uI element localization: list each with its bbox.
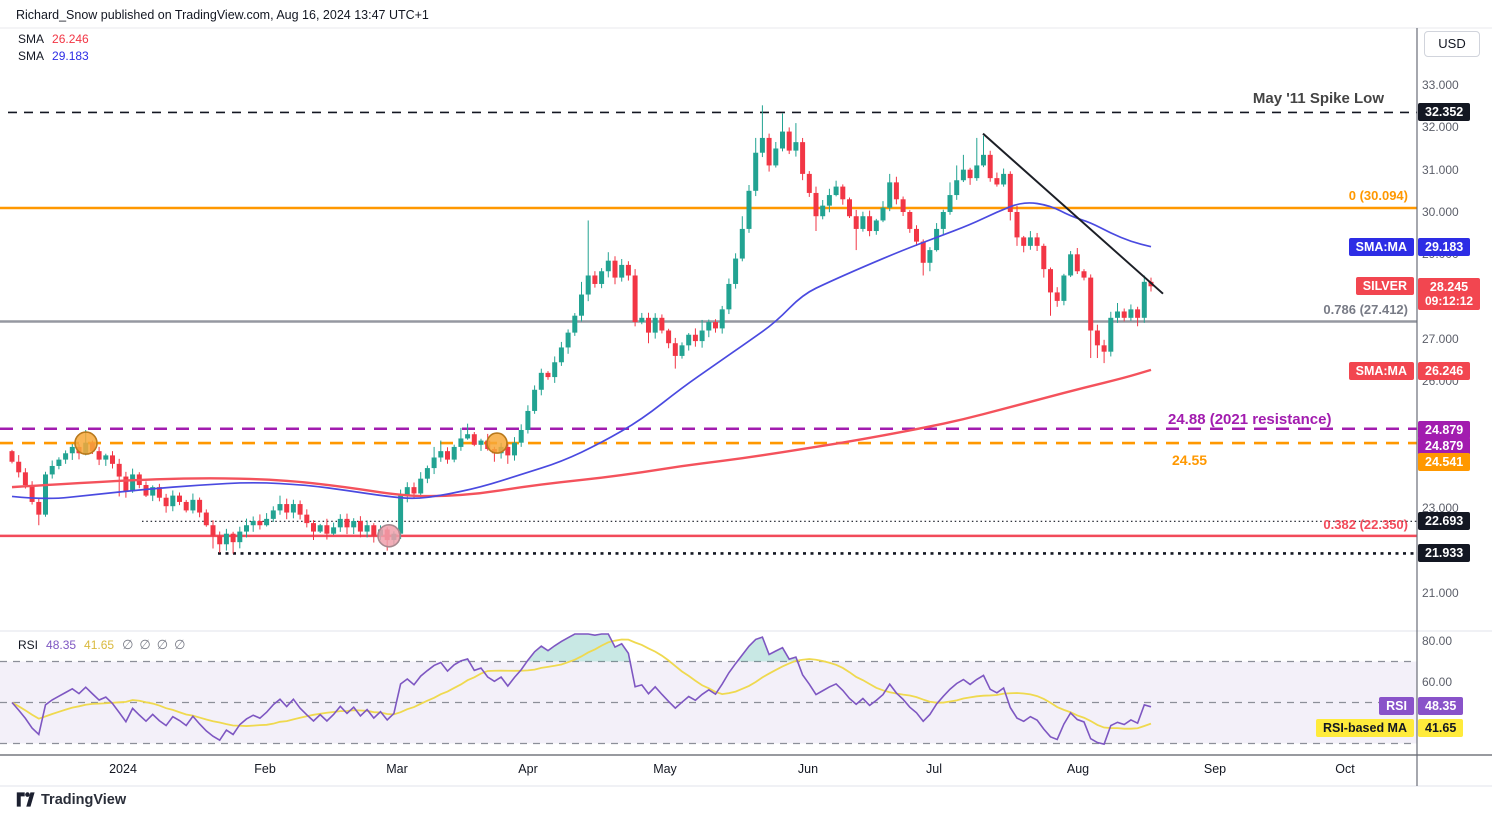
sma-legend[interactable]: SMA 26.246 SMA 29.183 [18, 31, 89, 65]
price-tick-label: 32.000 [1422, 120, 1459, 135]
rsi-ma-value: 41.65 [84, 638, 115, 652]
price-tick-label: 21.000 [1422, 585, 1459, 600]
sma-value: 26.246 [52, 32, 89, 46]
rsi-label: RSI [18, 638, 39, 652]
sma-value: 29.183 [52, 49, 89, 63]
time-tick-label: Feb [254, 762, 276, 776]
sma-legend-row[interactable]: SMA 26.246 [18, 31, 89, 48]
tradingview-attribution[interactable]: TradingView [16, 791, 126, 808]
time-scale[interactable] [0, 755, 1492, 786]
price-tick-label: 27.000 [1422, 331, 1459, 346]
time-tick-label: Jul [926, 762, 942, 776]
rsi-legend[interactable]: RSI 48.35 41.65 ∅ ∅ ∅ ∅ [18, 637, 191, 653]
time-tick-label: Sep [1203, 762, 1227, 776]
publish-header: Richard_Snow published on TradingView.co… [16, 8, 429, 22]
price-tick-label: 23.000 [1422, 501, 1459, 516]
empty-slot-icon: ∅ [156, 637, 169, 652]
time-tick-label: Mar [386, 762, 408, 776]
tradingview-wordmark: TradingView [41, 791, 127, 808]
empty-slot-icon: ∅ [139, 637, 151, 652]
price-tick-label: 30.000 [1422, 204, 1459, 219]
time-tick-label: Apr [518, 762, 538, 776]
time-tick-label: Aug [1066, 762, 1090, 776]
time-tick-label: Jun [797, 762, 819, 776]
rsi-value: 48.35 [46, 638, 77, 652]
price-scale[interactable] [1417, 28, 1492, 755]
sma-label: SMA [18, 32, 45, 46]
sma-legend-row[interactable]: SMA 29.183 [18, 48, 89, 65]
time-tick-label: May [653, 762, 677, 776]
price-tick-label: 33.000 [1422, 78, 1459, 92]
sma-label: SMA [18, 49, 45, 63]
tradingview-logo-icon [16, 792, 35, 807]
empty-slot-icon: ∅ [122, 637, 134, 652]
empty-slot-icon: ∅ [174, 637, 186, 652]
rsi-tick-label: 80.00 [1422, 634, 1453, 648]
currency-button[interactable]: USD [1424, 31, 1480, 57]
time-tick-label: Oct [1335, 762, 1355, 776]
price-tick-label: 31.000 [1422, 162, 1459, 177]
time-tick-label: 2024 [109, 762, 137, 776]
rsi-tick-label: 60.00 [1422, 675, 1453, 689]
